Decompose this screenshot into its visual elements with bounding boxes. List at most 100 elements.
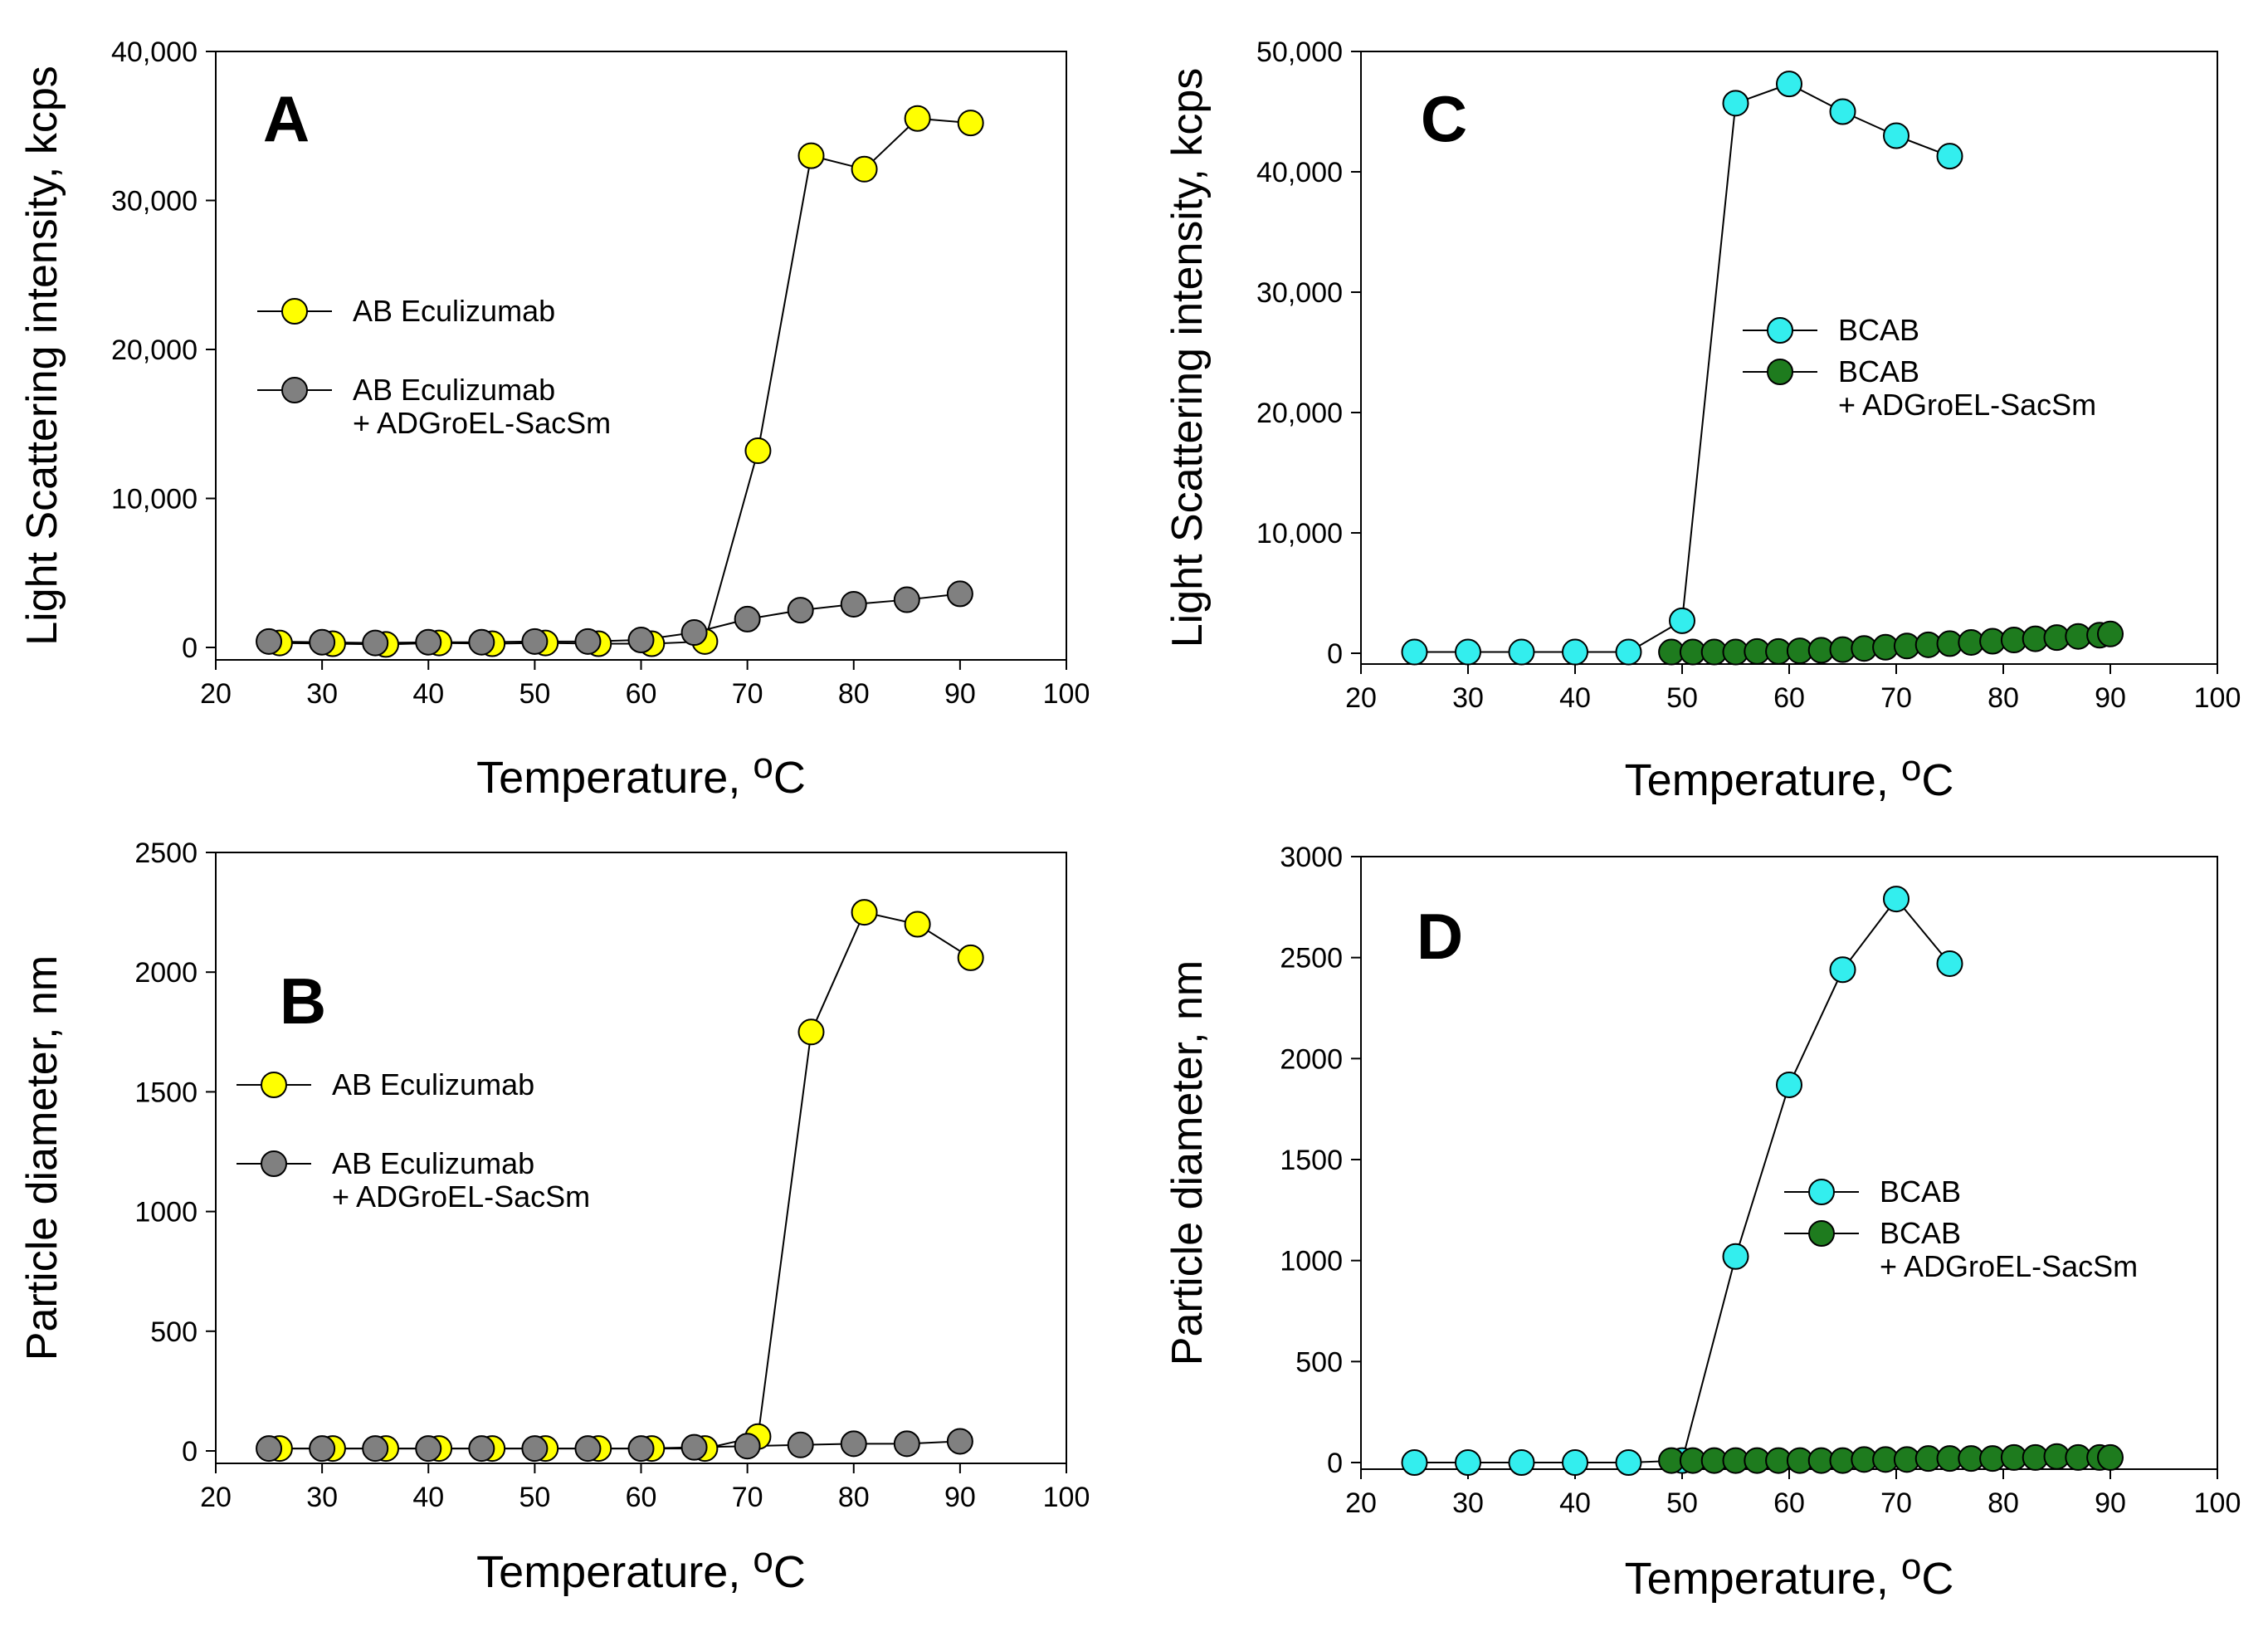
legend-marker: [261, 1150, 287, 1177]
legend-marker: [281, 298, 308, 325]
data-point-series-2: [946, 580, 973, 608]
y-tick-label: 1000: [1280, 1246, 1343, 1277]
data-point-series-2: [521, 1435, 549, 1463]
legend-label-line2: + ADGroEL-SacSm: [332, 1179, 590, 1214]
legend-label: BCAB: [1838, 354, 1919, 388]
y-tick-label: 10,000: [111, 484, 198, 515]
x-tick-label: 90: [944, 1482, 976, 1513]
x-tick-label: 60: [1773, 1487, 1805, 1519]
data-point-series-1: [1562, 1449, 1588, 1476]
data-point-series-1: [1883, 122, 1910, 149]
y-tick-label: 1500: [134, 1077, 198, 1108]
data-point-series-2: [415, 1435, 442, 1463]
y-tick-label: 40,000: [111, 37, 198, 68]
data-point-series-1: [1936, 950, 1963, 977]
data-point-series-2: [415, 628, 442, 656]
x-tick-label: 40: [412, 1482, 444, 1513]
data-point-series-1: [1562, 638, 1588, 666]
y-tick-label: 20,000: [1256, 398, 1343, 429]
y-tick-label: 2500: [1280, 943, 1343, 974]
data-point-series-2: [680, 619, 708, 647]
data-point-series-2: [574, 628, 602, 655]
panel-label: B: [280, 965, 326, 1038]
data-point-series-1: [957, 944, 984, 971]
x-tick-label: 20: [1345, 1487, 1377, 1519]
data-point-series-1: [1615, 638, 1642, 666]
y-tick-label: 3000: [1280, 842, 1343, 873]
x-axis-label: Temperature, oC: [476, 1540, 806, 1597]
data-point-series-1: [1722, 90, 1749, 117]
legend-label: AB Eculizumab: [332, 1146, 534, 1180]
data-point-series-1: [744, 437, 772, 465]
x-tick-label: 20: [1345, 682, 1377, 714]
x-tick-label: 80: [838, 1482, 870, 1513]
series-line-1: [1414, 897, 1951, 1463]
data-point-series-1: [1936, 143, 1963, 170]
data-point-series-2: [893, 586, 920, 613]
legend-marker: [1767, 359, 1793, 385]
x-tick-label: 70: [732, 1482, 763, 1513]
x-tick-label: 50: [1666, 1487, 1698, 1519]
y-tick-label: 1000: [134, 1197, 198, 1228]
x-tick-label: 70: [1880, 1487, 1912, 1519]
chart-panel-a: 20 30 40 50 60 70 80 90 100 0 10,000 20,000 30,000 40…: [18, 37, 1090, 803]
y-tick-label: 0: [1327, 638, 1343, 670]
x-tick-label: 60: [1773, 682, 1805, 714]
x-tick-label: 50: [519, 1482, 550, 1513]
y-tick-label: 500: [1295, 1346, 1343, 1378]
legend-label: BCAB: [1880, 1175, 1961, 1209]
x-tick-label: 50: [1666, 682, 1698, 714]
data-point-series-1: [1455, 638, 1481, 666]
panel-label: D: [1417, 900, 1463, 973]
legend-label-line2: + ADGroEL-SacSm: [353, 406, 611, 440]
x-tick-label: 20: [200, 678, 232, 710]
x-tick-label: 90: [2095, 682, 2126, 714]
y-tick-label: 50,000: [1256, 37, 1343, 68]
x-tick-label: 80: [1988, 1487, 2019, 1519]
y-tick-label: 2000: [1280, 1043, 1343, 1075]
data-point-series-2: [309, 1435, 336, 1463]
panel-label: A: [263, 82, 310, 155]
x-tick-label: 100: [2194, 682, 2241, 714]
y-axis-label: Light Scattering intensity, kcps: [18, 66, 66, 646]
data-point-series-2: [309, 628, 336, 656]
x-tick-label: 40: [1559, 1487, 1591, 1519]
legend-label: BCAB: [1880, 1216, 1961, 1250]
data-point-series-2: [627, 627, 655, 654]
data-point-series-2: [627, 1435, 655, 1463]
data-point-series-1: [1455, 1449, 1481, 1476]
legend-label-line2: + ADGroEL-SacSm: [1880, 1249, 2138, 1283]
data-point-series-1: [1669, 607, 1695, 634]
x-tick-label: 70: [732, 678, 763, 710]
y-tick-label: 2500: [134, 838, 198, 869]
x-tick-label: 80: [1988, 682, 2019, 714]
data-point-series-1: [1776, 1071, 1802, 1098]
x-tick-label: 20: [200, 1482, 232, 1513]
data-point-series-2: [2097, 620, 2124, 647]
y-tick-label: 0: [182, 632, 198, 664]
data-point-series-2: [574, 1435, 602, 1463]
data-point-series-2: [734, 1433, 761, 1460]
data-point-series-2: [468, 1435, 495, 1463]
y-axis-label: Particle diameter, nm: [18, 955, 66, 1360]
legend-label-line2: + ADGroEL-SacSm: [1838, 388, 2096, 422]
y-tick-label: 500: [150, 1316, 198, 1348]
data-point-series-2: [680, 1433, 708, 1461]
data-point-series-1: [1401, 1449, 1428, 1476]
data-point-series-2: [362, 1435, 389, 1463]
data-point-series-2: [2097, 1443, 2124, 1471]
y-tick-label: 1500: [1280, 1145, 1343, 1176]
x-tick-label: 100: [1043, 678, 1090, 710]
legend-marker: [261, 1072, 287, 1098]
x-axis-label: Temperature, oC: [476, 745, 806, 803]
legend-label: BCAB: [1838, 313, 1919, 347]
data-point-series-2: [256, 628, 283, 655]
data-point-series-2: [468, 628, 495, 656]
x-tick-label: 60: [626, 678, 657, 710]
chart-panel-b: 20 30 40 50 60 70 80 90 10005001000150020002500T…: [18, 838, 1090, 1597]
